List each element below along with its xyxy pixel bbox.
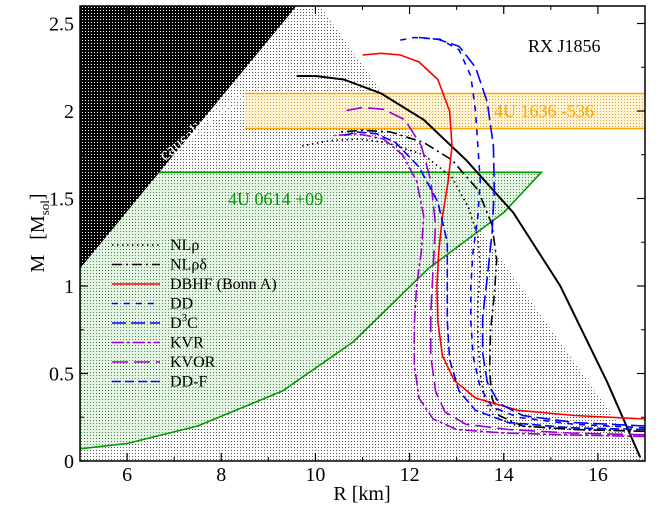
y-tick-label: 1.5 bbox=[49, 189, 74, 211]
series-line-6 bbox=[334, 132, 645, 438]
legend-label: D3C bbox=[170, 312, 198, 332]
eos-curves bbox=[296, 36, 645, 458]
legend-label: DD bbox=[170, 296, 193, 313]
annotation-4u-0614: 4U 0614 +09 bbox=[228, 189, 323, 209]
y-tick-label: 0.5 bbox=[49, 364, 74, 386]
legend-label: KVOR bbox=[170, 354, 216, 371]
annotation-4u-1636: 4U 1636 -536 bbox=[494, 101, 594, 121]
y-axis-title: M [Msol] bbox=[27, 193, 52, 272]
constraint-regions bbox=[80, 6, 645, 461]
y-tick-label: 1 bbox=[64, 276, 74, 298]
annotation-rx-j1856: RX J1856 bbox=[528, 36, 601, 56]
y-tick-label: 0 bbox=[64, 451, 74, 473]
series-line-5 bbox=[418, 36, 645, 427]
x-tick-label: 8 bbox=[216, 464, 226, 486]
series-line-8 bbox=[343, 131, 645, 431]
series-line-1 bbox=[301, 138, 645, 433]
x-tick-label: 14 bbox=[494, 464, 514, 486]
axis-ticks: 6 8 10 12 14 16 0 0.5 1 1.5 2 2.5 bbox=[49, 6, 646, 486]
x-tick-label: 6 bbox=[122, 464, 132, 486]
legend-label: NLρδ bbox=[170, 257, 207, 274]
y-axis-title-unit: M bbox=[27, 215, 49, 233]
causality-limit-region bbox=[80, 6, 297, 269]
x-axis-title: R [km] bbox=[333, 483, 390, 505]
y-axis-title-main: M bbox=[27, 255, 49, 273]
legend-label: DD-F bbox=[170, 374, 207, 391]
x-tick-label: 10 bbox=[305, 464, 325, 486]
legend-label: DBHF (Bonn A) bbox=[170, 276, 277, 293]
series-line-3 bbox=[362, 52, 645, 420]
legend-label: KVR bbox=[170, 335, 204, 352]
causal-boundary-line bbox=[296, 75, 642, 458]
y-tick-label: 2 bbox=[64, 101, 74, 123]
x-tick-label: 16 bbox=[588, 464, 608, 486]
x-tick-label: 12 bbox=[400, 464, 420, 486]
series-line-7 bbox=[343, 106, 645, 436]
y-tick-label: 2.5 bbox=[49, 14, 74, 36]
legend-label: NLρ bbox=[170, 237, 199, 254]
series-line-2 bbox=[338, 129, 645, 433]
y-axis-title-unit-sub: sol bbox=[37, 200, 52, 216]
svg-text:M [Msol]: M [Msol] bbox=[27, 193, 52, 272]
